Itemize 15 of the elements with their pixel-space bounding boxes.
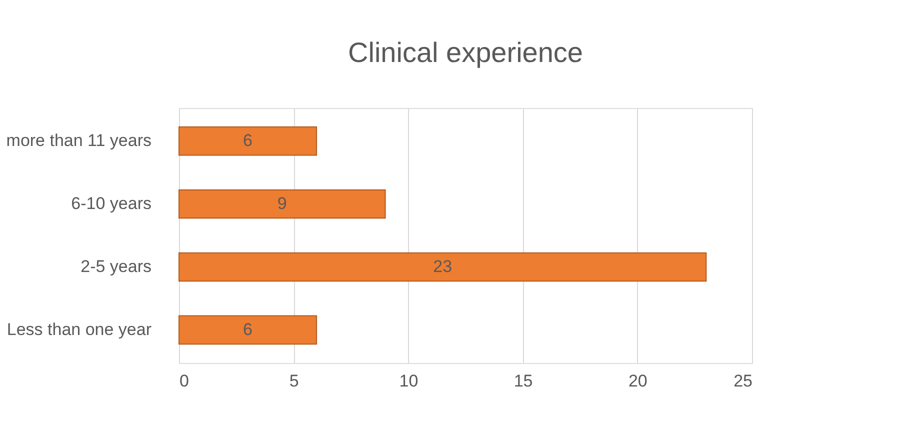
x-tick-label: 15 (514, 372, 533, 390)
data-label: 6 (243, 320, 252, 339)
chart-title: Clinical experience (348, 37, 584, 68)
x-tick-label: 5 (289, 372, 299, 390)
x-tick-label: 25 (734, 372, 752, 390)
y-tick-label: Less than one year (6, 320, 152, 339)
x-tick-label: 10 (399, 372, 418, 390)
x-tick-label: 20 (628, 372, 648, 390)
data-label: 23 (433, 256, 452, 276)
y-tick-label: more than 11 years (6, 131, 152, 150)
y-tick-label: 2-5 years (80, 256, 152, 276)
x-tick-label: 0 (180, 372, 189, 390)
y-tick-label: 6-10 years (71, 194, 152, 214)
data-label: 9 (277, 194, 287, 214)
data-label: 6 (243, 131, 252, 150)
